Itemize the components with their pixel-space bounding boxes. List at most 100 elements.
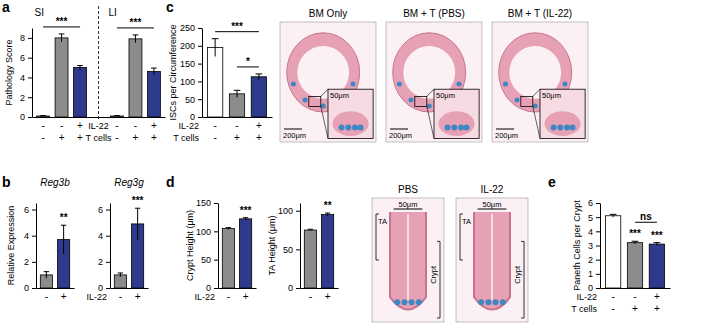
significance-label: *** — [231, 21, 243, 32]
x-row-value: + — [632, 303, 638, 314]
figure: 02468******SILI--+--+IL-22-++-++T cellsP… — [0, 0, 711, 329]
scale-label: 200μm — [389, 131, 412, 140]
bar — [605, 216, 620, 288]
bar — [111, 116, 124, 117]
x-row-label: IL-22 — [88, 121, 109, 131]
y-tick-mark — [198, 117, 202, 118]
x-row-label: T cells — [86, 133, 112, 143]
y-tick-label: 6 — [20, 53, 25, 63]
error-cap — [44, 271, 49, 272]
panel-letter: b — [2, 174, 11, 190]
scale-bar — [390, 129, 408, 130]
significance-label: *** — [651, 230, 663, 241]
y-axis-line — [110, 204, 111, 289]
error-cap — [61, 225, 66, 226]
x-row-value: + — [256, 120, 262, 131]
stain-spot — [352, 125, 358, 131]
bar — [322, 215, 334, 288]
error-cap — [243, 217, 248, 218]
chart-panel: 02468******SILI--+--+IL-22-++-++T cellsP… — [2, 0, 166, 143]
y-tick: 100 — [196, 227, 218, 237]
y-tick-mark — [32, 236, 36, 237]
stain-spot — [515, 97, 520, 102]
y-tick: 0 — [24, 283, 36, 293]
inset-tissue — [439, 111, 475, 136]
bar — [251, 77, 266, 117]
y-tick-mark — [214, 231, 218, 232]
y-tick-mark — [596, 246, 600, 247]
y-tick: 6 — [98, 205, 110, 215]
y-tick-label: 50 — [283, 245, 293, 255]
crypt-lumen — [491, 214, 493, 300]
stain-spot — [569, 125, 575, 131]
image-frame — [492, 22, 588, 142]
x-axis-line — [37, 288, 75, 289]
y-tick-mark — [28, 117, 32, 118]
y-tick-mark — [214, 260, 218, 261]
x-row-value: + — [234, 132, 240, 143]
stain-spot — [291, 81, 296, 86]
y-tick-label: 3 — [588, 241, 593, 251]
significance-label: *** — [132, 195, 144, 206]
y-axis-title: Crypt Height (μm) — [185, 210, 195, 281]
y-axis-title: Pathology Score — [4, 39, 14, 105]
x-row-value: - — [115, 132, 118, 143]
stain-spot — [321, 104, 326, 109]
x-row-value: - — [235, 120, 238, 131]
x-axis-line — [219, 288, 257, 289]
tissue — [393, 33, 466, 112]
stain-spot — [345, 125, 351, 131]
chart-panel: 0246***-+IL-22Reg3g — [86, 177, 148, 302]
stain-spot — [427, 104, 432, 109]
error-cap — [654, 242, 661, 243]
stain-spot — [339, 125, 345, 131]
y-axis: 02468 — [20, 29, 33, 123]
micrograph: BM + T (PBS)50μm200μm — [386, 8, 482, 142]
plot-marks — [114, 208, 143, 288]
significance-label: * — [246, 56, 250, 67]
stain-spot — [500, 299, 506, 305]
y-tick-mark — [596, 231, 600, 232]
stain-spot — [451, 125, 457, 131]
image-frame — [456, 198, 528, 322]
crypt — [390, 212, 426, 310]
y-tick: 2 — [24, 257, 36, 267]
x-row-value: + — [59, 132, 65, 143]
inset — [328, 89, 373, 138]
x-row-value: + — [151, 120, 157, 131]
y-tick-mark — [28, 77, 32, 78]
y-tick: 2 — [20, 93, 32, 103]
y-tick-mark — [198, 99, 202, 100]
inset-connector — [321, 106, 328, 138]
y-tick: 50 — [185, 95, 202, 105]
inset-tissue — [333, 111, 369, 136]
stain-spot — [557, 125, 563, 131]
y-tick: 8 — [20, 33, 32, 43]
y-axis: 050100 — [278, 204, 301, 294]
stain-spot — [303, 97, 308, 102]
error-bar — [80, 66, 81, 70]
x-row-label: T cells — [571, 304, 597, 314]
stain-spot — [458, 125, 464, 131]
y-axis-line — [218, 204, 219, 289]
y-tick-mark — [32, 210, 36, 211]
scale-label: 50μm — [483, 200, 502, 209]
y-tick-mark — [32, 288, 36, 289]
y-tick-label: 6 — [98, 205, 103, 215]
y-tick-mark — [28, 58, 32, 59]
scale-label: 200μm — [495, 131, 518, 140]
y-axis: 0246 — [24, 204, 37, 294]
inset-connector — [427, 89, 434, 96]
y-tick-mark — [32, 262, 36, 263]
y-tick: 150 — [180, 59, 202, 69]
x-row-value: + — [243, 291, 249, 302]
x-axis-line — [203, 117, 273, 118]
y-tick: 6 — [20, 53, 32, 63]
error-cap — [226, 227, 231, 228]
error-cap — [133, 34, 139, 35]
y-axis: 0123456 — [588, 198, 601, 293]
error-cap — [114, 115, 120, 116]
stain-spot — [394, 299, 400, 305]
x-row-value: + — [61, 291, 67, 302]
y-tick: 0 — [288, 283, 300, 293]
